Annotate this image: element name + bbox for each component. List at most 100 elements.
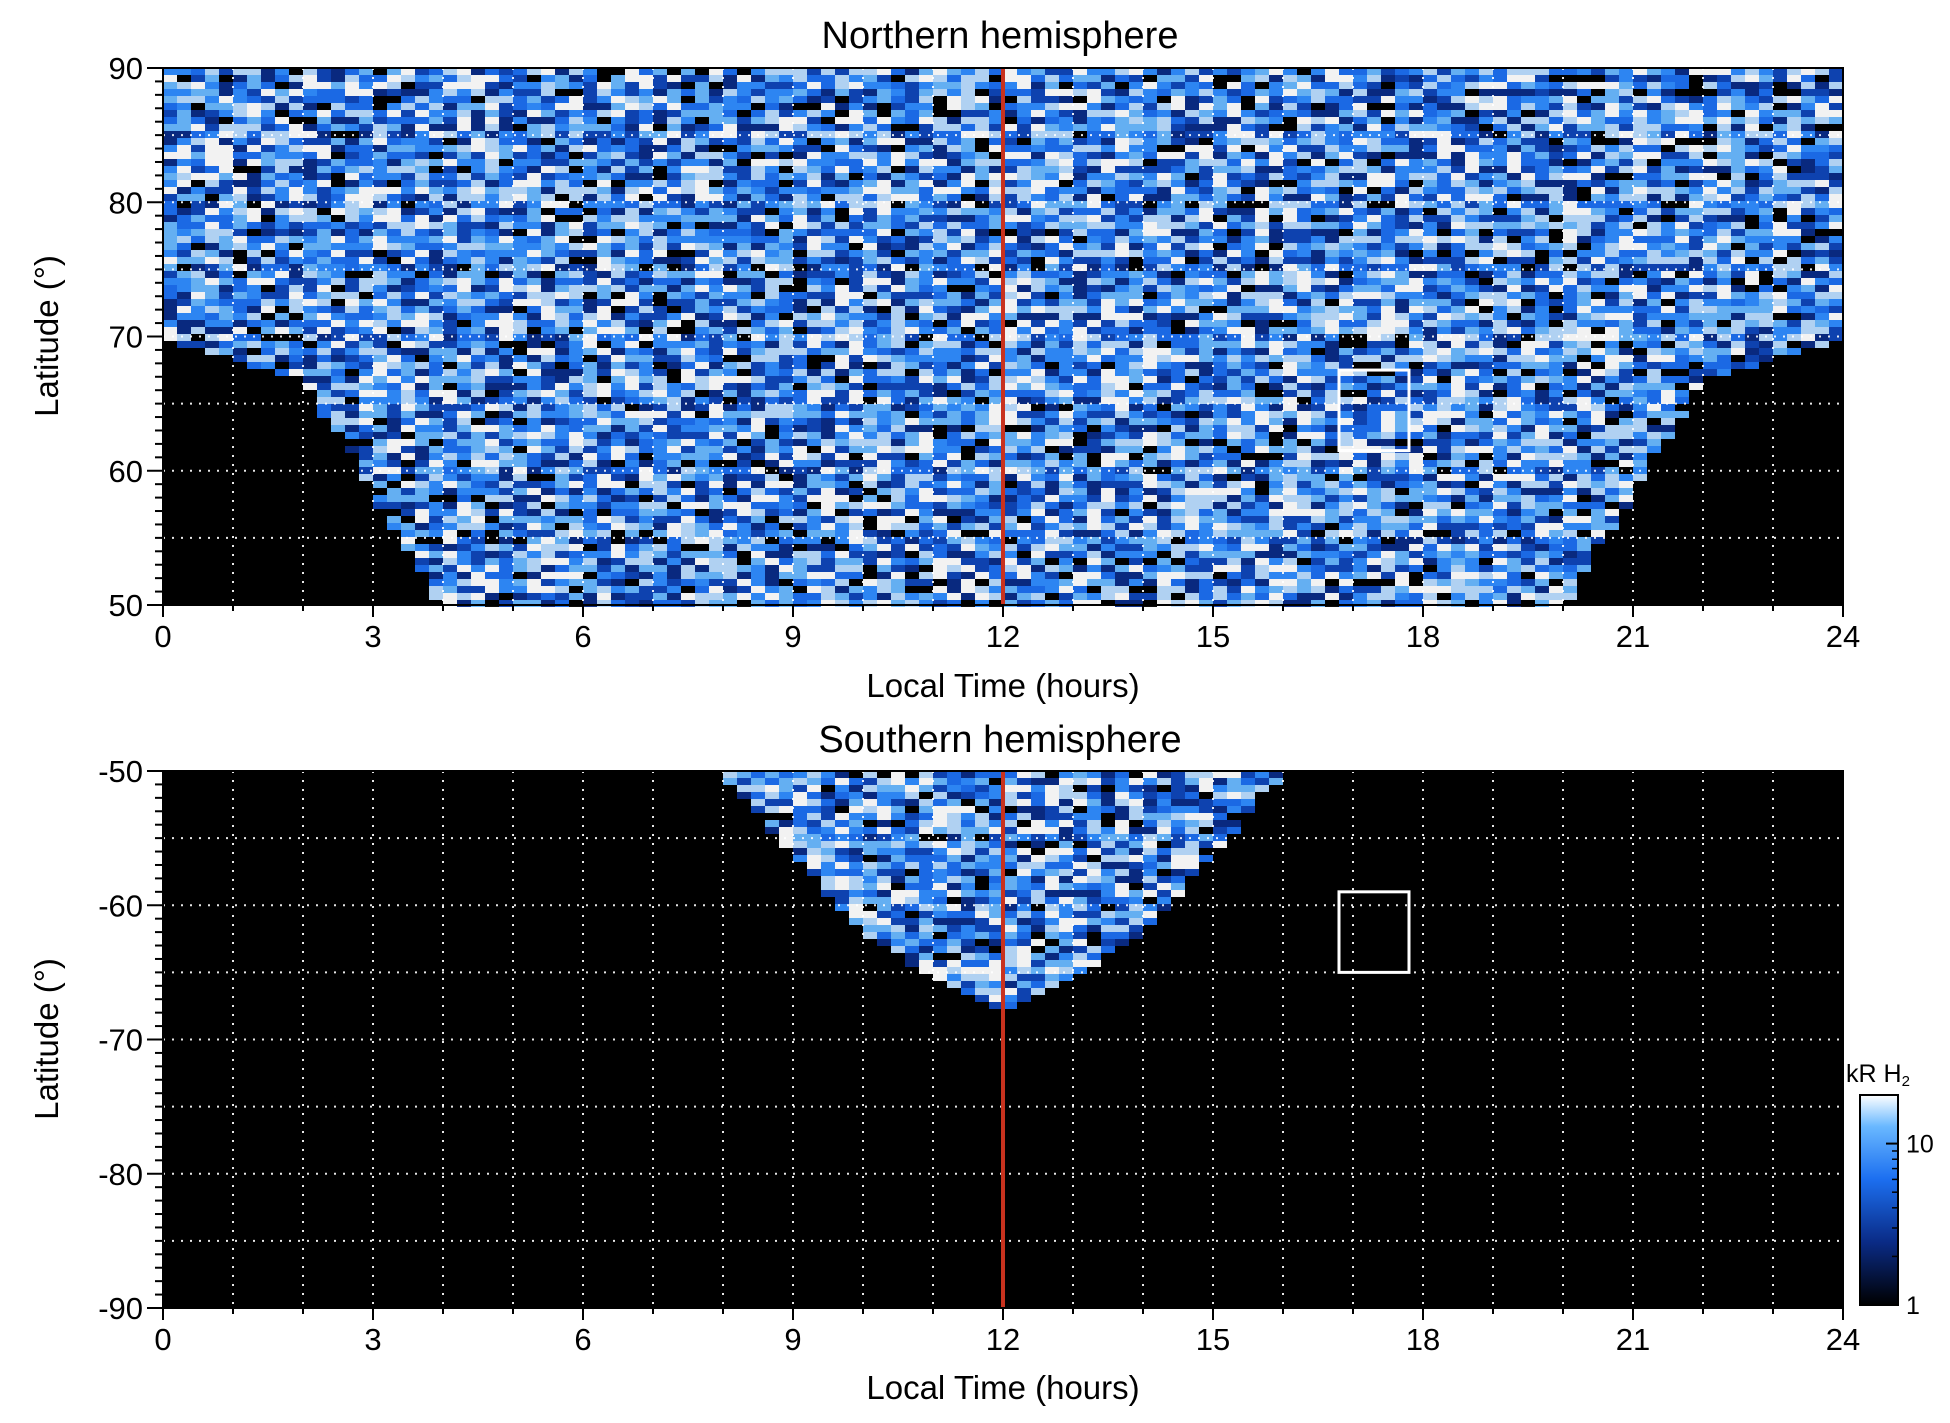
emission-cell bbox=[1129, 341, 1143, 348]
emission-cell bbox=[247, 173, 261, 180]
emission-cell bbox=[247, 82, 261, 89]
emission-cell bbox=[947, 467, 961, 474]
emission-cell bbox=[541, 509, 555, 516]
emission-cell bbox=[821, 467, 835, 474]
emission-cell bbox=[723, 201, 737, 208]
emission-cell bbox=[1045, 523, 1059, 530]
emission-cell bbox=[975, 145, 989, 152]
emission-cell bbox=[331, 432, 345, 439]
emission-cell bbox=[849, 278, 863, 285]
emission-cell bbox=[765, 530, 779, 537]
emission-cell bbox=[443, 544, 457, 551]
emission-cell bbox=[345, 236, 359, 243]
emission-cell bbox=[359, 369, 373, 376]
emission-cell bbox=[933, 502, 947, 509]
emission-cell bbox=[625, 124, 639, 131]
emission-cell bbox=[1045, 278, 1059, 285]
emission-cell bbox=[499, 509, 513, 516]
emission-cell bbox=[891, 467, 905, 474]
emission-cell bbox=[1017, 481, 1031, 488]
emission-cell bbox=[597, 299, 611, 306]
emission-cell bbox=[359, 180, 373, 187]
emission-cell bbox=[457, 390, 471, 397]
emission-cell bbox=[905, 425, 919, 432]
emission-cell bbox=[191, 250, 205, 257]
emission-cell bbox=[275, 285, 289, 292]
emission-cell bbox=[793, 208, 807, 215]
emission-cell bbox=[611, 229, 625, 236]
emission-cell bbox=[1129, 593, 1143, 600]
emission-cell bbox=[1003, 278, 1017, 285]
emission-cell bbox=[527, 600, 541, 607]
emission-cell bbox=[849, 271, 863, 278]
emission-cell bbox=[1045, 96, 1059, 103]
emission-cell bbox=[1017, 222, 1031, 229]
emission-cell bbox=[177, 166, 191, 173]
emission-cell bbox=[723, 474, 737, 481]
emission-cell bbox=[961, 187, 975, 194]
emission-cell bbox=[499, 138, 513, 145]
emission-cell bbox=[415, 89, 429, 96]
emission-cell bbox=[751, 103, 765, 110]
emission-cell bbox=[527, 432, 541, 439]
emission-cell bbox=[625, 565, 639, 572]
emission-cell bbox=[1129, 75, 1143, 82]
emission-cell bbox=[401, 292, 415, 299]
emission-cell bbox=[359, 138, 373, 145]
emission-cell bbox=[1045, 565, 1059, 572]
emission-cell bbox=[527, 446, 541, 453]
emission-cell bbox=[1003, 474, 1017, 481]
emission-cell bbox=[275, 313, 289, 320]
emission-cell bbox=[429, 180, 443, 187]
emission-cell bbox=[1171, 159, 1185, 166]
emission-cell bbox=[219, 117, 233, 124]
emission-cell bbox=[1143, 376, 1157, 383]
emission-cell bbox=[625, 271, 639, 278]
emission-cell bbox=[653, 306, 667, 313]
emission-cell bbox=[541, 439, 555, 446]
emission-cell bbox=[667, 509, 681, 516]
emission-cell bbox=[681, 257, 695, 264]
emission-cell bbox=[429, 145, 443, 152]
emission-cell bbox=[765, 68, 779, 75]
emission-cell bbox=[905, 439, 919, 446]
emission-cell bbox=[513, 236, 527, 243]
emission-cell bbox=[821, 257, 835, 264]
emission-cell bbox=[597, 481, 611, 488]
emission-cell bbox=[345, 257, 359, 264]
emission-cell bbox=[625, 593, 639, 600]
emission-cell bbox=[429, 516, 443, 523]
emission-cell bbox=[1073, 278, 1087, 285]
emission-cell bbox=[527, 530, 541, 537]
emission-cell bbox=[639, 600, 653, 607]
emission-cell bbox=[429, 418, 443, 425]
emission-cell bbox=[835, 82, 849, 89]
emission-cell bbox=[751, 488, 765, 495]
emission-cell bbox=[317, 355, 331, 362]
emission-cell bbox=[723, 152, 737, 159]
emission-cell bbox=[835, 593, 849, 600]
emission-cell bbox=[289, 201, 303, 208]
emission-cell bbox=[443, 446, 457, 453]
emission-cell bbox=[821, 68, 835, 75]
emission-cell bbox=[1143, 453, 1157, 460]
emission-cell bbox=[723, 341, 737, 348]
emission-cell bbox=[1059, 299, 1073, 306]
emission-cell bbox=[1157, 572, 1171, 579]
emission-cell bbox=[429, 271, 443, 278]
emission-cell bbox=[1031, 495, 1045, 502]
emission-cell bbox=[1101, 320, 1115, 327]
emission-cell bbox=[527, 285, 541, 292]
emission-cell bbox=[737, 229, 751, 236]
emission-cell bbox=[331, 243, 345, 250]
emission-cell bbox=[681, 516, 695, 523]
emission-cell bbox=[1101, 544, 1115, 551]
emission-cell bbox=[863, 530, 877, 537]
emission-cell bbox=[709, 89, 723, 96]
emission-cell bbox=[401, 362, 415, 369]
emission-cell bbox=[555, 537, 569, 544]
emission-cell bbox=[877, 166, 891, 173]
emission-cell bbox=[541, 397, 555, 404]
emission-cell bbox=[947, 488, 961, 495]
emission-cell bbox=[569, 509, 583, 516]
